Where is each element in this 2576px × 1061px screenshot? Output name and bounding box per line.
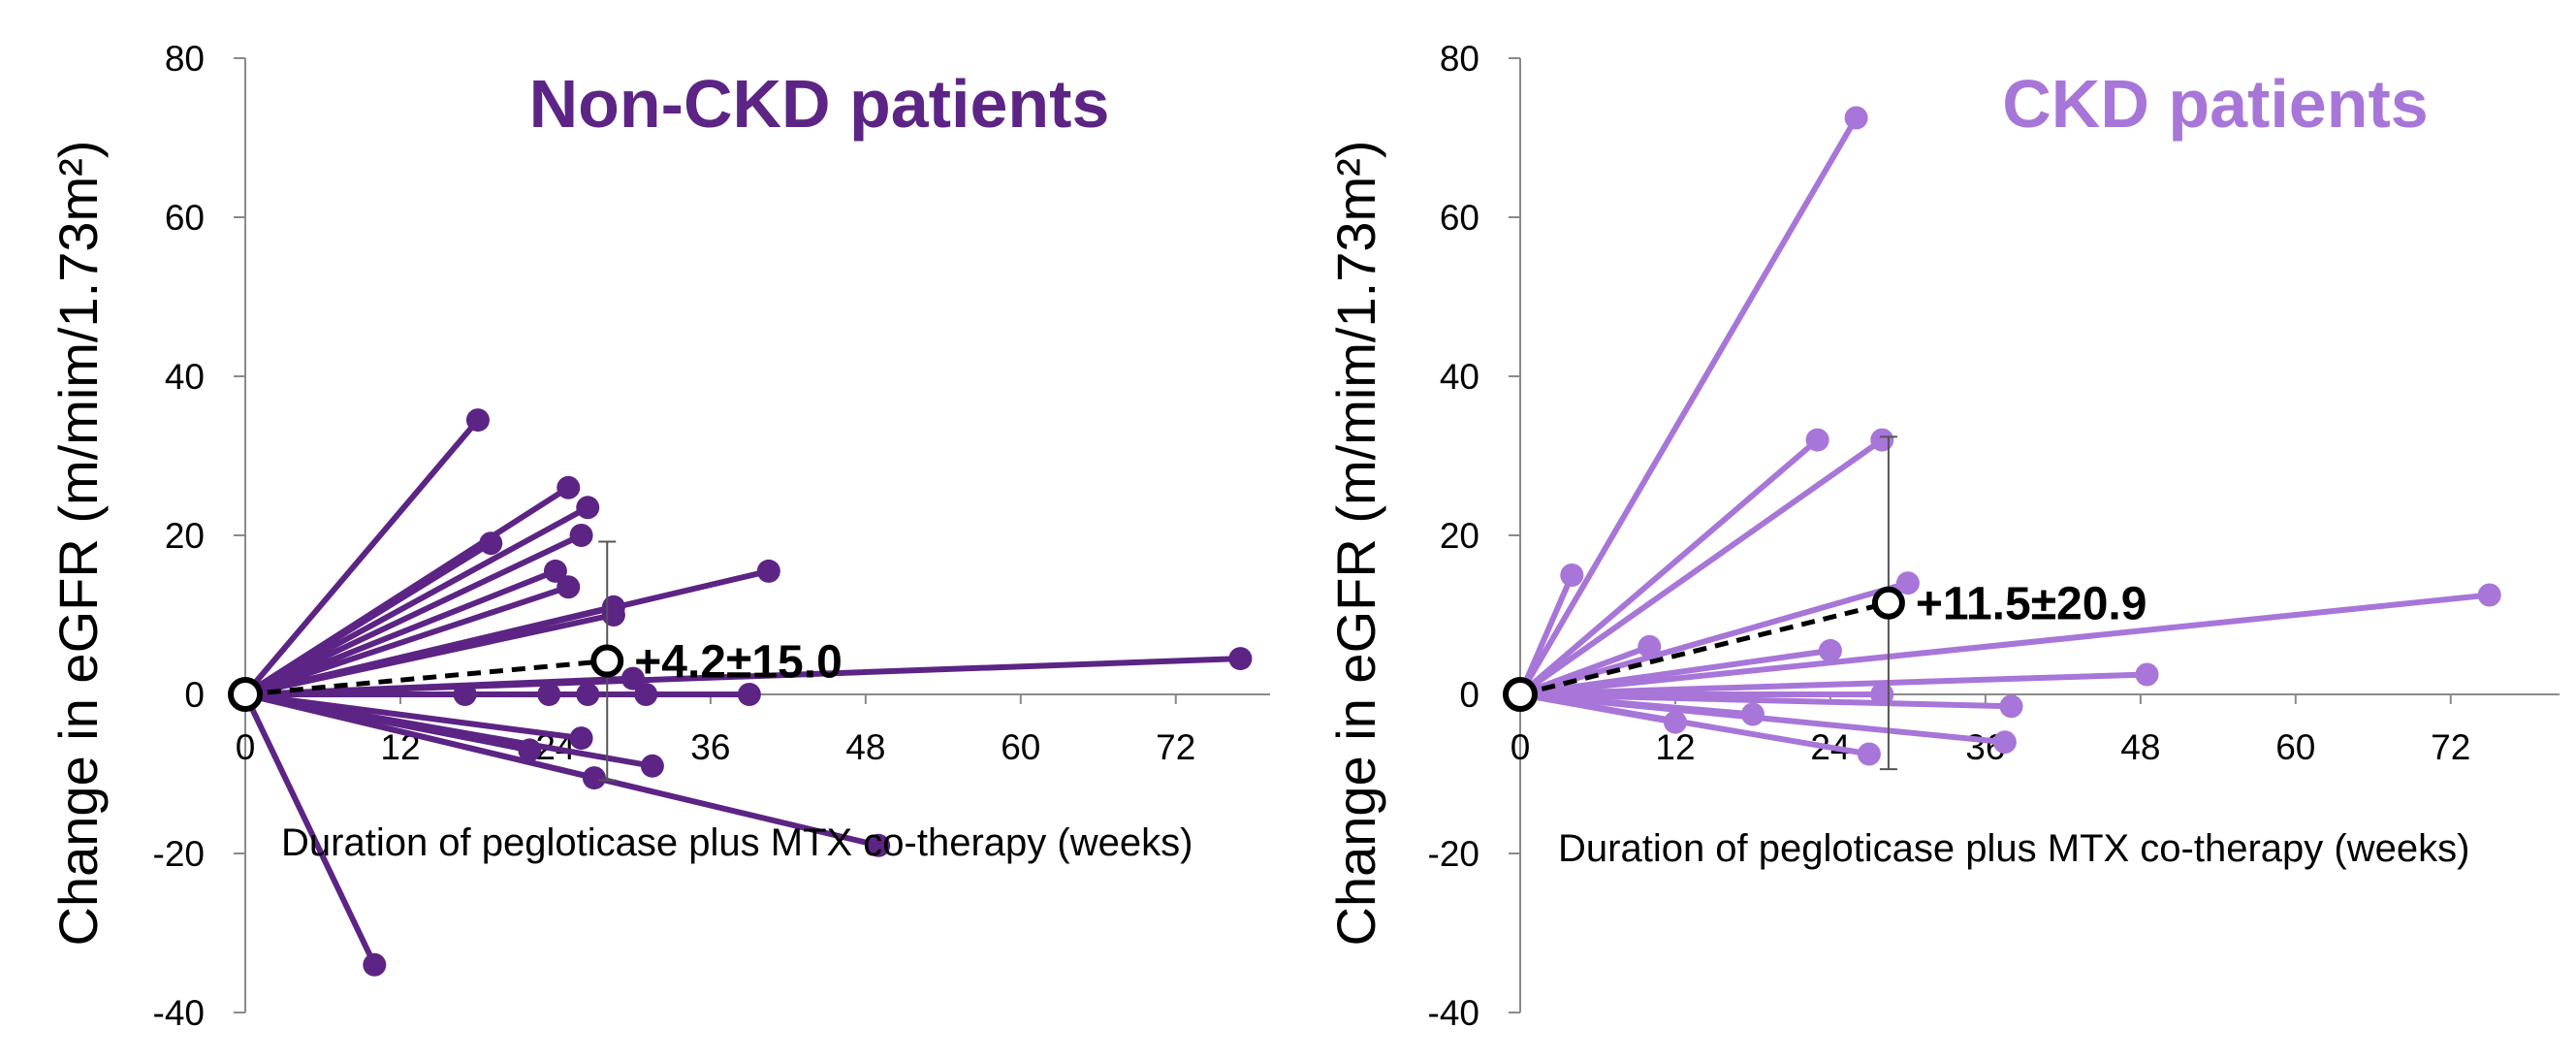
mean-trend-line bbox=[244, 659, 608, 697]
y-tick-label: 20 bbox=[1440, 516, 1479, 556]
mean-point bbox=[590, 644, 624, 678]
series-endpoint bbox=[1560, 563, 1584, 587]
x-tick-label: 0 bbox=[236, 727, 256, 767]
series-line bbox=[1517, 572, 1575, 697]
series-endpoint bbox=[1999, 694, 2023, 719]
series-endpoint bbox=[363, 952, 387, 977]
panel-ckd: 806040200-20-400122436486072+11.5±20.9CK… bbox=[1325, 39, 2560, 1033]
series-endpoint bbox=[576, 496, 600, 520]
series-line bbox=[242, 584, 572, 697]
series-endpoint bbox=[1638, 634, 1662, 659]
series-line bbox=[1517, 643, 1653, 697]
series-endpoint bbox=[569, 726, 593, 751]
series-endpoint bbox=[1818, 638, 1842, 662]
x-tick-label: 72 bbox=[2431, 727, 2470, 767]
panel-non-ckd: 806040200-20-400122436486072+4.2±15.0Non… bbox=[48, 39, 1270, 1033]
series-line bbox=[242, 567, 772, 697]
series-endpoint bbox=[543, 559, 567, 583]
x-tick-label: 12 bbox=[1655, 727, 1695, 767]
y-tick-label: 80 bbox=[1440, 39, 1479, 79]
y-tick-label: -20 bbox=[153, 834, 205, 874]
series-endpoint bbox=[1895, 571, 1920, 595]
series-line bbox=[1517, 671, 2150, 697]
x-tick-label: 72 bbox=[1156, 727, 1195, 767]
y-tick-label: 80 bbox=[165, 39, 205, 79]
x-tick-label: 60 bbox=[2275, 727, 2315, 767]
mean-point bbox=[1871, 586, 1905, 620]
x-tick-label: 36 bbox=[690, 727, 730, 767]
series-endpoint bbox=[1844, 106, 1868, 130]
x-tick-label: 48 bbox=[2120, 727, 2160, 767]
x-tick-label: 60 bbox=[1001, 727, 1040, 767]
series-endpoint bbox=[756, 559, 780, 583]
y-tick-label: 60 bbox=[1440, 198, 1479, 238]
y-tick-label: 40 bbox=[1440, 357, 1479, 397]
x-tick-label: 0 bbox=[1511, 727, 1531, 767]
series-line bbox=[1517, 436, 1886, 697]
series-line bbox=[242, 691, 655, 769]
series-line bbox=[242, 691, 378, 968]
panel-title: CKD patients bbox=[2002, 66, 2428, 142]
y-tick-label: -20 bbox=[1428, 834, 1479, 874]
series-endpoint bbox=[557, 475, 581, 499]
x-axis-label: Duration of pegloticase plus MTX co-ther… bbox=[281, 821, 1193, 864]
series-line bbox=[1517, 691, 2008, 746]
series-endpoint bbox=[557, 575, 581, 599]
mean-annotation: +11.5±20.9 bbox=[1916, 579, 2147, 630]
series-line bbox=[242, 417, 481, 697]
series-line bbox=[242, 532, 585, 697]
series-line bbox=[1517, 691, 1872, 757]
y-axis-label: Change in eGFR (m/mim/1.73m²) bbox=[1325, 141, 1386, 947]
mean-trend-line bbox=[1519, 600, 1890, 697]
series-line bbox=[1517, 114, 1860, 697]
series-line bbox=[1517, 580, 1911, 697]
origin-point bbox=[228, 677, 263, 712]
mean-annotation: +4.2±15.0 bbox=[634, 637, 843, 689]
y-tick-label: 40 bbox=[165, 357, 205, 397]
series-line bbox=[242, 691, 882, 849]
series-line bbox=[242, 567, 558, 697]
series-endpoint bbox=[465, 408, 490, 433]
series-endpoint bbox=[1992, 730, 2017, 755]
series-endpoint bbox=[737, 683, 761, 706]
series-endpoint bbox=[640, 754, 664, 778]
x-tick-label: 48 bbox=[845, 727, 885, 767]
y-tick-label: -40 bbox=[153, 993, 205, 1033]
y-tick-label: -40 bbox=[1428, 993, 1479, 1033]
series-endpoint bbox=[479, 531, 503, 556]
series-endpoint bbox=[1857, 742, 1881, 766]
series-endpoint bbox=[1228, 647, 1253, 671]
series-endpoint bbox=[569, 524, 593, 547]
y-tick-label: 20 bbox=[165, 516, 205, 556]
panel-title: Non-CKD patients bbox=[529, 66, 1110, 142]
y-axis-label: Change in eGFR (m/mim/1.73m²) bbox=[48, 141, 109, 947]
series-line bbox=[242, 504, 591, 697]
series-endpoint bbox=[2135, 662, 2159, 687]
series-line bbox=[1517, 592, 2493, 697]
series-endpoint bbox=[1805, 428, 1829, 452]
series-endpoint bbox=[1870, 428, 1894, 452]
y-tick-label: 60 bbox=[165, 198, 205, 238]
origin-point bbox=[1503, 677, 1538, 712]
series-endpoint bbox=[620, 666, 645, 691]
series-line bbox=[1517, 436, 1821, 697]
series-endpoint bbox=[867, 833, 891, 857]
y-tick-label: 0 bbox=[184, 675, 205, 715]
series-line bbox=[1517, 691, 2015, 710]
x-axis-label: Duration of pegloticase plus MTX co-ther… bbox=[1558, 827, 2469, 870]
series-line bbox=[1517, 647, 1833, 697]
series-line bbox=[242, 484, 572, 697]
series-endpoint bbox=[2477, 583, 2501, 607]
y-tick-label: 0 bbox=[1459, 675, 1479, 715]
